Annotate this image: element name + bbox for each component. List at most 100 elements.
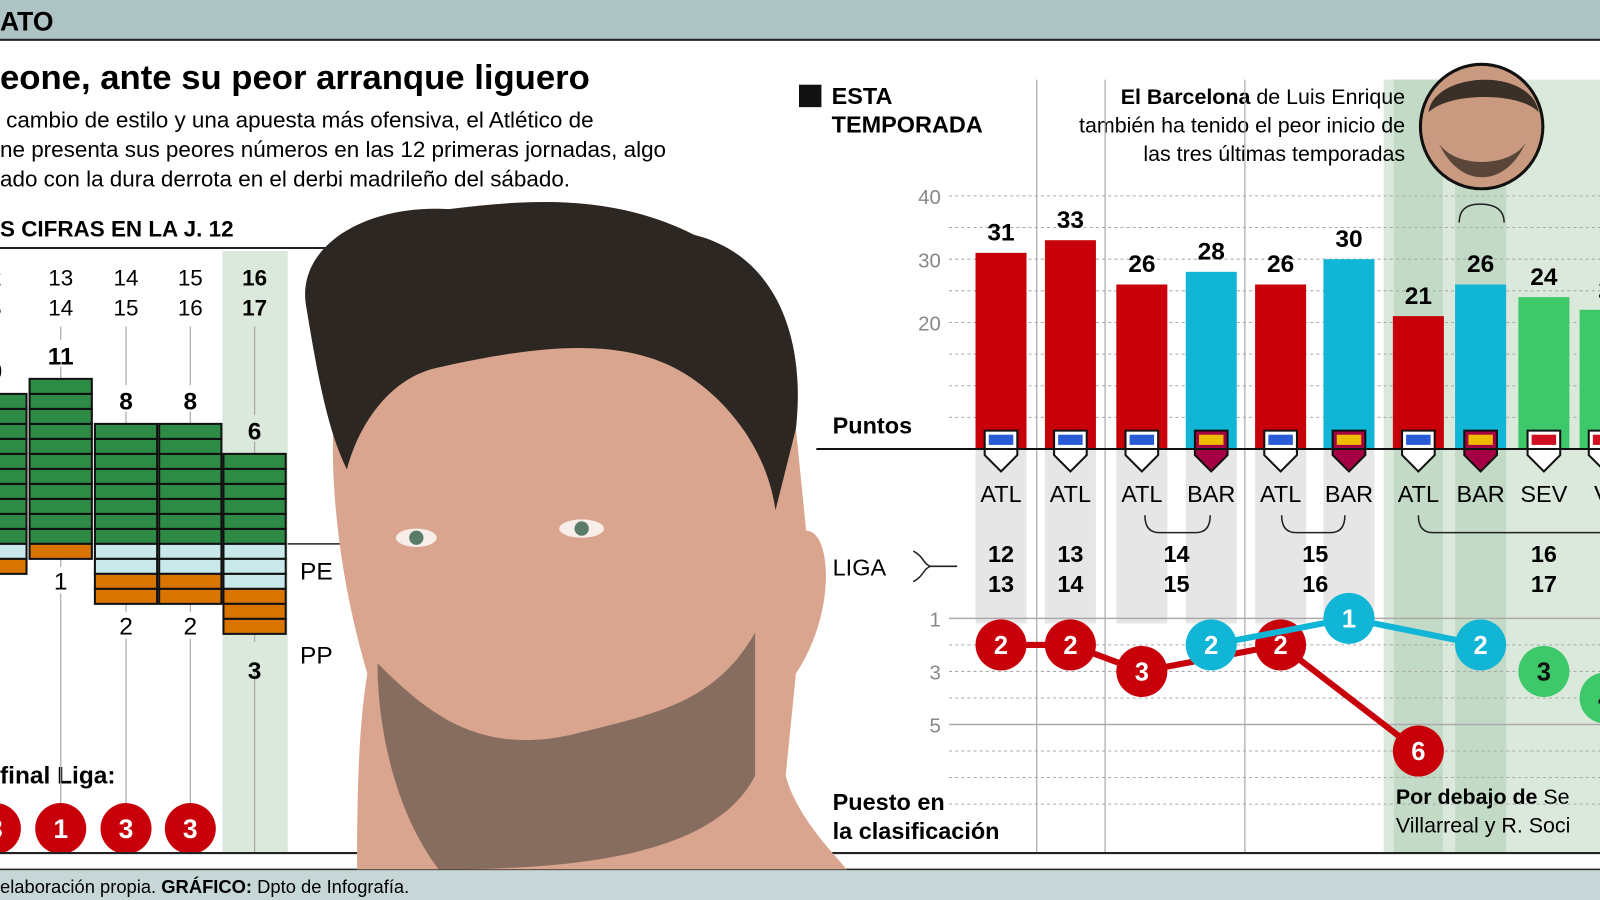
points-value: 26 [1128,251,1155,278]
position-value: 6 [1411,738,1425,766]
barcelona-note-1: El Barcelona de Luis Enrique [1121,85,1405,109]
legend-pe: PE [300,559,333,586]
luis-enrique-photo [1418,62,1545,191]
points-value: 21 [1405,283,1432,310]
loss-block [28,542,93,560]
crest-detail [1468,434,1493,445]
points-value: 30 [1335,226,1362,253]
position-value: 3 [1537,659,1551,687]
team-label: ATL [1260,481,1301,507]
team-label: ATL [980,481,1021,507]
win-block [93,422,159,440]
losses-value: 3 [248,658,262,685]
position-label-1: Puesto en [833,789,945,815]
team-label: VI [1594,481,1600,507]
label-bg [48,567,73,594]
win-block [158,497,223,515]
win-block [93,482,159,500]
season-label-top: 13 [1057,541,1083,567]
legend-pp: PP [300,642,333,669]
legend-swatch [798,84,822,108]
label-bg [113,385,139,412]
win-block [0,527,28,545]
season-label-bottom: 3 [0,295,2,320]
season-bracket [1280,515,1346,534]
wins-value: 6 [248,419,262,446]
points-bar [1044,240,1096,449]
team-label: BAR [1325,481,1373,507]
win-block [0,422,28,440]
points-value: 26 [1267,251,1294,278]
season-label-top: 2 [0,266,2,291]
label-bg [178,612,203,639]
loss-block [93,587,159,605]
final-position-value: 3 [183,814,198,844]
points-value: 26 [1467,251,1494,278]
win-block [222,467,287,485]
losses-value: 2 [119,613,133,640]
position-value: 3 [1135,659,1149,687]
position-value: 2 [1274,632,1288,660]
points-bar [1185,271,1237,449]
win-block [28,467,93,485]
win-block [222,482,287,500]
win-block [93,467,159,485]
position-marker [1392,725,1444,777]
draw-block [222,542,287,560]
season-label-bottom: 17 [242,295,267,320]
points-bar [975,252,1027,449]
season-column-bg [1116,450,1168,624]
points-bar [1323,259,1375,449]
season-label-top: 15 [1302,541,1328,567]
position-value: 2 [994,632,1008,660]
points-value: 24 [1530,264,1558,291]
final-position-value: 3 [0,814,3,844]
bar-highlight-bracket [1458,203,1505,223]
annotation-line-2: Villarreal y R. Soci [1396,814,1570,838]
crest-detail [1198,434,1224,445]
points-bar [1455,284,1507,449]
crest-detail [1336,434,1362,445]
win-block [0,392,28,410]
final-position-circle [0,803,21,854]
legend-esta: ESTA [832,83,893,109]
season-column-bg [1255,450,1307,624]
position-value: 2 [1474,632,1488,660]
win-block [0,512,28,530]
position-value: 1 [1342,606,1356,634]
win-block [93,527,159,545]
position-marker [1116,645,1168,697]
season-bracket [1144,515,1211,534]
win-block [28,407,93,425]
final-position-circle [164,803,216,855]
win-block [0,467,28,485]
points-value: 33 [1057,207,1084,234]
crest-detail [1592,434,1600,445]
win-block [0,452,28,470]
label-bg [242,415,267,442]
season-label-top: 14 [114,266,139,291]
win-block [28,437,93,455]
win-block [28,392,93,410]
draw-block [93,557,159,575]
win-block [158,452,223,470]
win-block [0,482,28,500]
season-label-bottom: 17 [1531,571,1557,597]
label-bg [0,355,8,382]
season-label-bottom: 14 [48,295,73,320]
win-block [28,512,93,530]
win-block [158,437,223,455]
position-marker [1185,619,1237,671]
win-block [0,437,28,455]
season-label-top: 13 [48,266,73,291]
crest-detail [988,434,1014,445]
points-bar [1392,316,1444,449]
season-label-bottom: 14 [1057,571,1083,597]
win-block [93,452,159,470]
season-label-bottom: 13 [988,571,1014,597]
position-value: 4 [1598,685,1600,713]
points-value: 2 [1598,277,1600,304]
label-bg [178,385,203,412]
label-bg [113,612,139,639]
